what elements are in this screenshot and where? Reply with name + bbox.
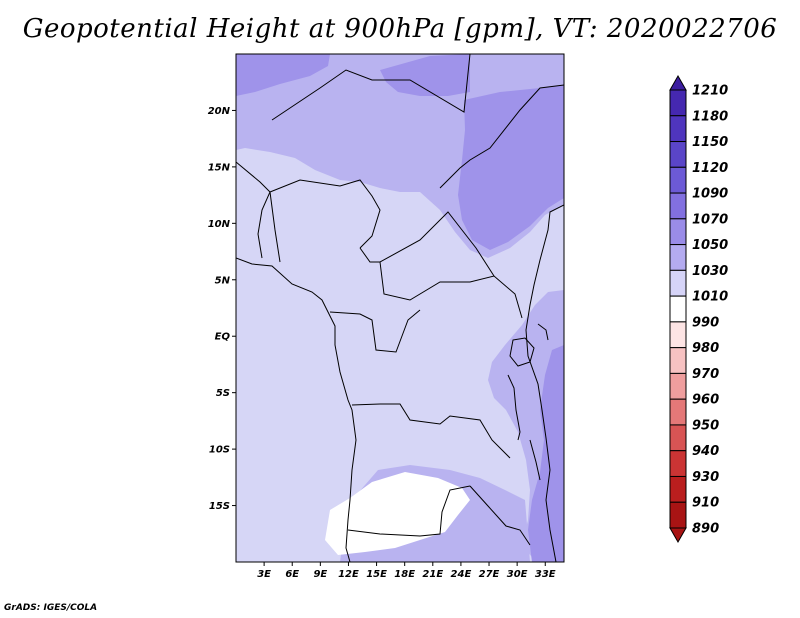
border-west-sahel (236, 161, 271, 259)
colorbar-swatch (669, 372, 687, 400)
lon-tick-label: 18E (394, 569, 415, 580)
colorbar-swatch (669, 450, 687, 477)
border-sahara-north (271, 54, 471, 121)
colorbar-swatch (669, 89, 687, 117)
border-angola-south (347, 485, 471, 537)
lon-tick-label: 3E (257, 569, 271, 580)
colorbar-label: 940 (692, 444, 719, 459)
lat-tick-label: 10S (209, 445, 230, 456)
colorbar-label: 1150 (692, 135, 728, 150)
latitude-axis: 20N 15N 10N 5N EQ 5S 10S 15S (208, 106, 236, 512)
colorbar: 1210 1180 1150 1120 1090 1070 1050 1030 1010 990 9… (669, 74, 728, 544)
lon-tick-label: 9E (313, 569, 327, 580)
longitude-axis: 3E 6E 9E 12E 15E 18E 21E 24E 27E 30E 33E (257, 562, 556, 580)
lon-tick-label: 30E (507, 569, 528, 580)
colorbar-swatch (669, 115, 687, 143)
fill-1050-northwest (236, 54, 330, 96)
colorbar-swatch (669, 347, 687, 374)
border-angola-north (351, 403, 511, 459)
colorbar-swatch (669, 244, 687, 271)
colorbar-label: 990 (692, 315, 719, 330)
lon-tick-label: 21E (422, 569, 443, 580)
colorbar-label: 1010 (692, 290, 728, 305)
border-cameroon-car (359, 211, 495, 277)
fill-1050-northeast (458, 85, 564, 250)
lat-tick-label: 10N (208, 219, 231, 230)
border-nigeria-benin (269, 191, 281, 263)
colorbar-top-arrow (669, 74, 687, 91)
lake-tanganyika (507, 374, 521, 441)
lake-victoria (509, 337, 535, 367)
colorbar-swatch (669, 398, 687, 426)
border-nigeria-chad (269, 179, 381, 249)
lake-malawi (529, 439, 541, 481)
colorbar-bottom-arrow (669, 527, 687, 544)
fill-1050-east (528, 345, 564, 562)
colorbar-label: 1210 (692, 84, 728, 99)
colorbar-label: 950 (692, 418, 719, 433)
east-africa-coast (525, 204, 564, 562)
colorbar-swatch (669, 295, 687, 323)
colorbar-swatch (669, 166, 687, 194)
lat-tick-label: 5S (216, 388, 230, 399)
border-south-east (469, 485, 531, 546)
lon-tick-label: 12E (338, 569, 359, 580)
lon-tick-label: 27E (479, 569, 500, 580)
colorbar-swatch (669, 269, 687, 297)
west-africa-coast (236, 257, 357, 562)
colorbar-label: 930 (692, 470, 719, 485)
fill-1050-north-central (380, 54, 470, 96)
lon-tick-label: 6E (285, 569, 299, 580)
colorbar-label: 980 (692, 341, 719, 356)
colorbar-label: 1090 (692, 187, 728, 202)
lon-tick-label: 24E (451, 569, 472, 580)
lat-tick-label: 20N (208, 106, 231, 117)
colorbar-swatch (669, 321, 687, 349)
colorbar-swatch (669, 475, 687, 503)
height-field (236, 54, 564, 562)
lat-tick-label: 5N (215, 275, 231, 286)
colorbar-swatch (669, 424, 687, 452)
lat-tick-label: EQ (215, 332, 231, 343)
border-nile-east (439, 84, 564, 189)
lon-tick-label: 15E (366, 569, 387, 580)
coastlines (236, 54, 564, 562)
colorbar-label: 1120 (692, 161, 728, 176)
colorbar-label: 960 (692, 393, 719, 408)
colorbar-label: 1050 (692, 238, 728, 253)
colorbar-swatch (669, 501, 687, 529)
border-central-congo (379, 261, 523, 319)
lat-tick-label: 15S (209, 501, 230, 512)
colorbar-label: 1030 (692, 264, 728, 279)
colorbar-label: 970 (692, 367, 719, 382)
colorbar-label: 910 (692, 496, 719, 511)
colorbar-label: 890 (692, 522, 719, 537)
colorbar-swatch (669, 141, 687, 168)
colorbar-label: 1070 (692, 212, 728, 227)
lat-tick-label: 15N (208, 162, 231, 173)
lon-tick-label: 33E (535, 569, 556, 580)
border-drc-west (329, 309, 421, 353)
colorbar-swatch (669, 192, 687, 220)
lake-tana (537, 323, 549, 341)
map-frame (235, 53, 565, 563)
colorbar-swatch (669, 218, 687, 246)
colorbar-label: 1180 (692, 109, 728, 124)
grads-credit: GrADS: IGES/COLA (4, 603, 98, 613)
chart-title: Geopotential Height at 900hPa [gpm], VT:… (22, 14, 778, 44)
